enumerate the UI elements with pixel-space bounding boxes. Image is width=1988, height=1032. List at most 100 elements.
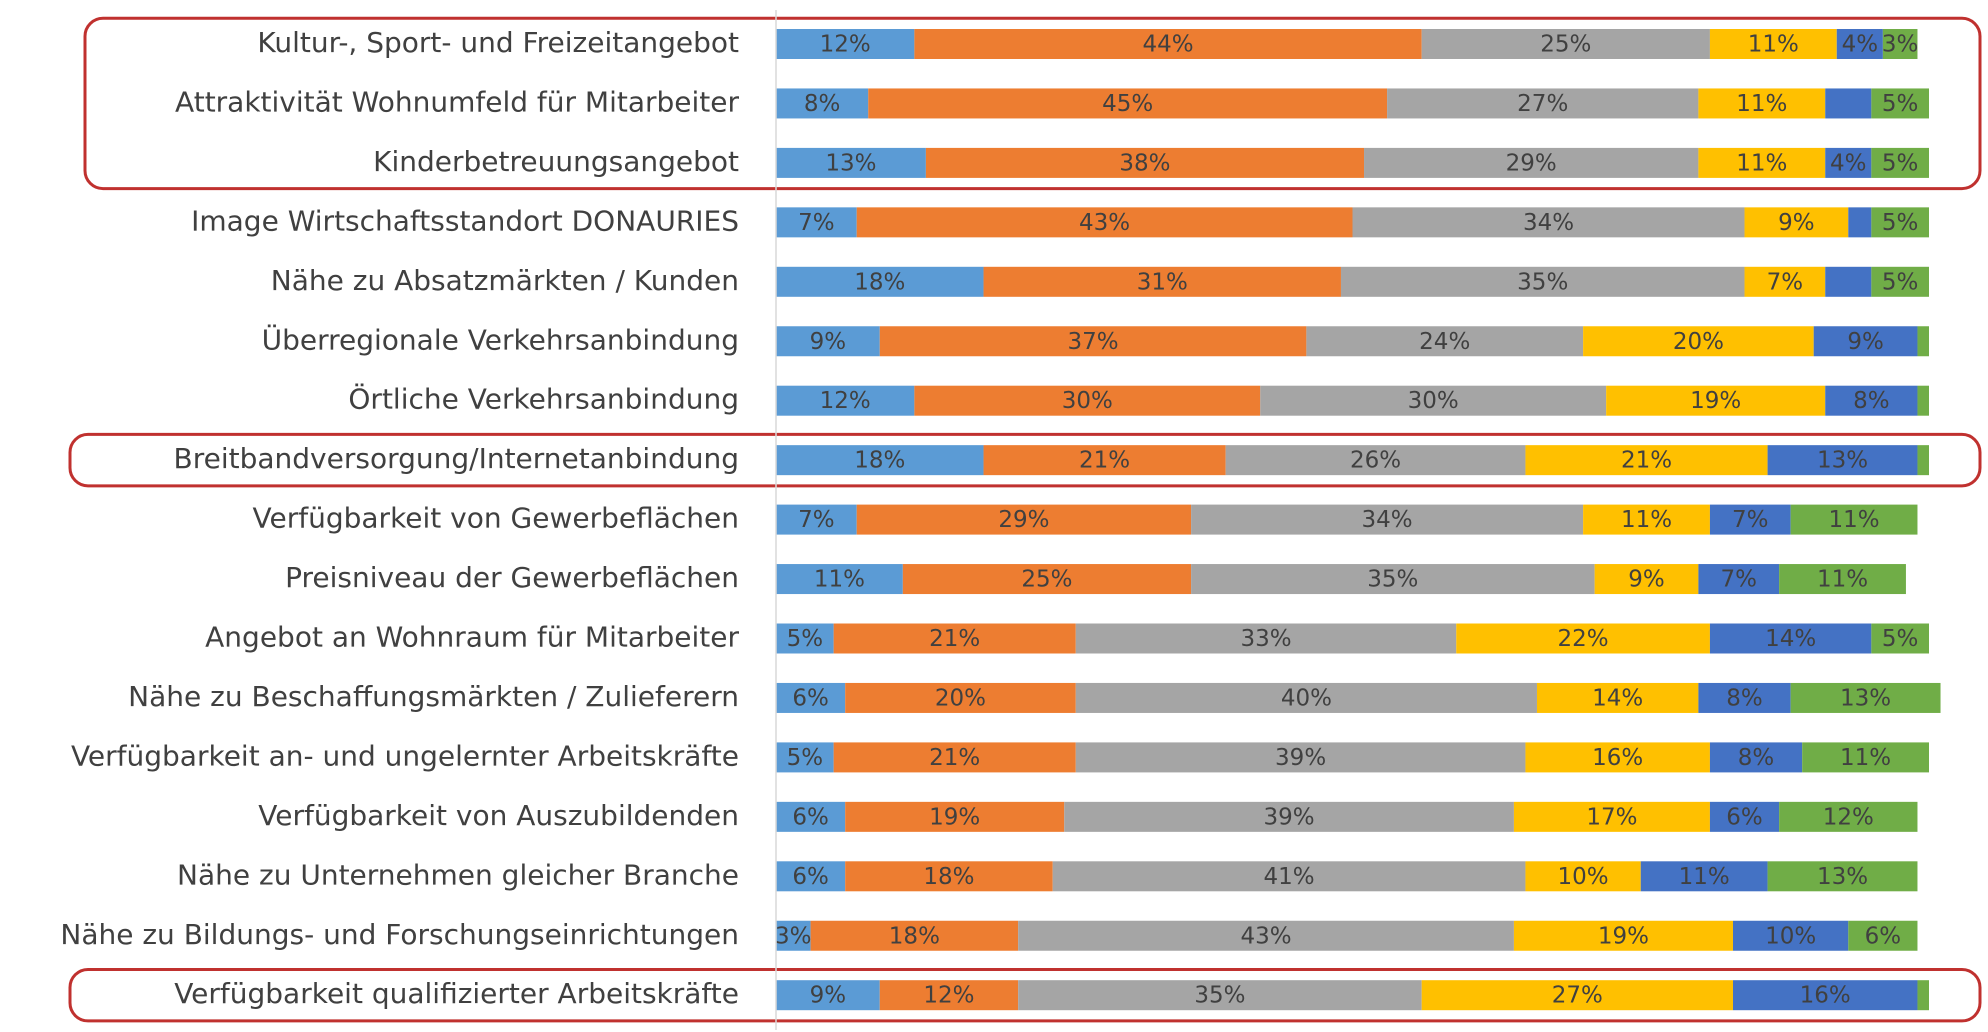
category-label: Image Wirtschaftsstandort DONAURIES <box>191 204 739 237</box>
bar-segment <box>776 980 880 1011</box>
data-label: 11% <box>1621 507 1672 533</box>
bar-segment <box>1813 326 1918 357</box>
data-label: 43% <box>1240 923 1291 949</box>
highlight-box <box>83 16 1982 191</box>
data-label: 44% <box>1142 32 1193 58</box>
category-label: Verfügbarkeit von Auszubildenden <box>258 799 739 832</box>
data-label: 14% <box>1765 626 1816 652</box>
category-label: Preisniveau der Gewerbeflächen <box>285 561 739 594</box>
highlight-box <box>68 967 1982 1023</box>
bar-segment <box>983 266 1341 297</box>
bar-segment <box>1848 920 1918 951</box>
data-label: 13% <box>825 150 876 176</box>
data-label: 29% <box>998 507 1049 533</box>
data-label: 5% <box>1882 626 1919 652</box>
bar-segment <box>776 326 880 357</box>
data-label: 8% <box>1738 745 1775 771</box>
data-label: 17% <box>1586 804 1637 830</box>
data-label: 43% <box>1079 210 1130 236</box>
data-label: 5% <box>787 745 824 771</box>
data-label: 39% <box>1264 804 1315 830</box>
data-label: 11% <box>1736 150 1787 176</box>
data-label: 37% <box>1068 329 1119 355</box>
bar-segment <box>1767 445 1918 476</box>
bar-segment <box>1513 920 1733 951</box>
data-label: 27% <box>1517 91 1568 117</box>
data-label: 39% <box>1275 745 1326 771</box>
bar-segment <box>925 147 1365 178</box>
bar-segment <box>1825 385 1918 416</box>
data-label: 30% <box>1062 388 1113 414</box>
bar-segment <box>1790 682 1941 713</box>
bar-segment <box>1732 980 1918 1011</box>
category-label: Attraktivität Wohnumfeld für Mitarbeiter <box>175 85 739 118</box>
data-label: 6% <box>1865 923 1902 949</box>
data-label: 25% <box>1021 567 1072 593</box>
bar-segment <box>776 88 869 119</box>
data-label: 12% <box>820 388 871 414</box>
bar-segment <box>856 207 1353 238</box>
data-label: 20% <box>935 685 986 711</box>
category-label: Nähe zu Unternehmen gleicher Branche <box>177 858 739 891</box>
data-label: 21% <box>929 745 980 771</box>
bar-segment <box>810 920 1019 951</box>
bar-segment <box>1018 920 1514 951</box>
data-label: 16% <box>1800 983 1851 1009</box>
bar-segment <box>879 980 1019 1011</box>
bar-segment <box>1917 326 1929 357</box>
bar-segment <box>1352 207 1745 238</box>
data-label: 11% <box>1748 32 1799 58</box>
bar-segment <box>1802 742 1929 773</box>
bar-segment <box>902 564 1192 595</box>
bar-segment <box>983 445 1226 476</box>
bar-segment <box>776 29 915 59</box>
data-label: 40% <box>1281 685 1332 711</box>
data-label: 7% <box>798 507 835 533</box>
data-label: 9% <box>1778 210 1815 236</box>
bar-segment <box>1260 385 1607 416</box>
data-label: 9% <box>810 983 847 1009</box>
bar-segment <box>776 801 846 832</box>
bar-segment <box>1583 326 1814 357</box>
category-label: Nähe zu Absatzmärkten / Kunden <box>271 264 739 297</box>
bar-segment <box>1075 682 1537 713</box>
data-label: 25% <box>1540 32 1591 58</box>
data-label: 24% <box>1419 329 1470 355</box>
data-label: 5% <box>1882 269 1919 295</box>
bar-segment <box>1525 861 1641 892</box>
data-label: 20% <box>1673 329 1724 355</box>
data-label: 18% <box>923 864 974 890</box>
data-label: 4% <box>1830 150 1867 176</box>
bar-segment <box>776 564 903 595</box>
data-label: 8% <box>1726 685 1763 711</box>
bar-segment <box>1779 564 1906 595</box>
data-label: 6% <box>792 685 829 711</box>
bar-segment <box>1709 623 1872 654</box>
data-label: 5% <box>1882 91 1919 117</box>
category-label: Nähe zu Beschaffungsmärkten / Zulieferer… <box>128 680 739 713</box>
data-label: 35% <box>1367 567 1418 593</box>
bar-segment <box>1052 861 1526 892</box>
data-label: 8% <box>1853 388 1890 414</box>
data-label: 6% <box>792 804 829 830</box>
data-label: 18% <box>889 923 940 949</box>
bar-segment <box>1882 29 1918 59</box>
bar-segment <box>914 29 1422 59</box>
data-label: 33% <box>1240 626 1291 652</box>
bar-segment <box>1709 801 1780 832</box>
data-label: 22% <box>1558 626 1609 652</box>
data-label: 13% <box>1817 448 1868 474</box>
bar-segment <box>1421 29 1710 59</box>
data-label: 7% <box>798 210 835 236</box>
data-label: 12% <box>820 32 871 58</box>
data-label: 6% <box>1726 804 1763 830</box>
bar-segment <box>1917 445 1929 476</box>
category-label: Verfügbarkeit qualifizierter Arbeitskräf… <box>174 977 739 1010</box>
data-label: 41% <box>1264 864 1315 890</box>
bar-segment <box>1191 504 1584 535</box>
data-label: 35% <box>1194 983 1245 1009</box>
data-label: 11% <box>1679 864 1730 890</box>
bar-segment <box>776 742 834 773</box>
data-label: 29% <box>1506 150 1557 176</box>
bar-segment <box>833 742 1076 773</box>
